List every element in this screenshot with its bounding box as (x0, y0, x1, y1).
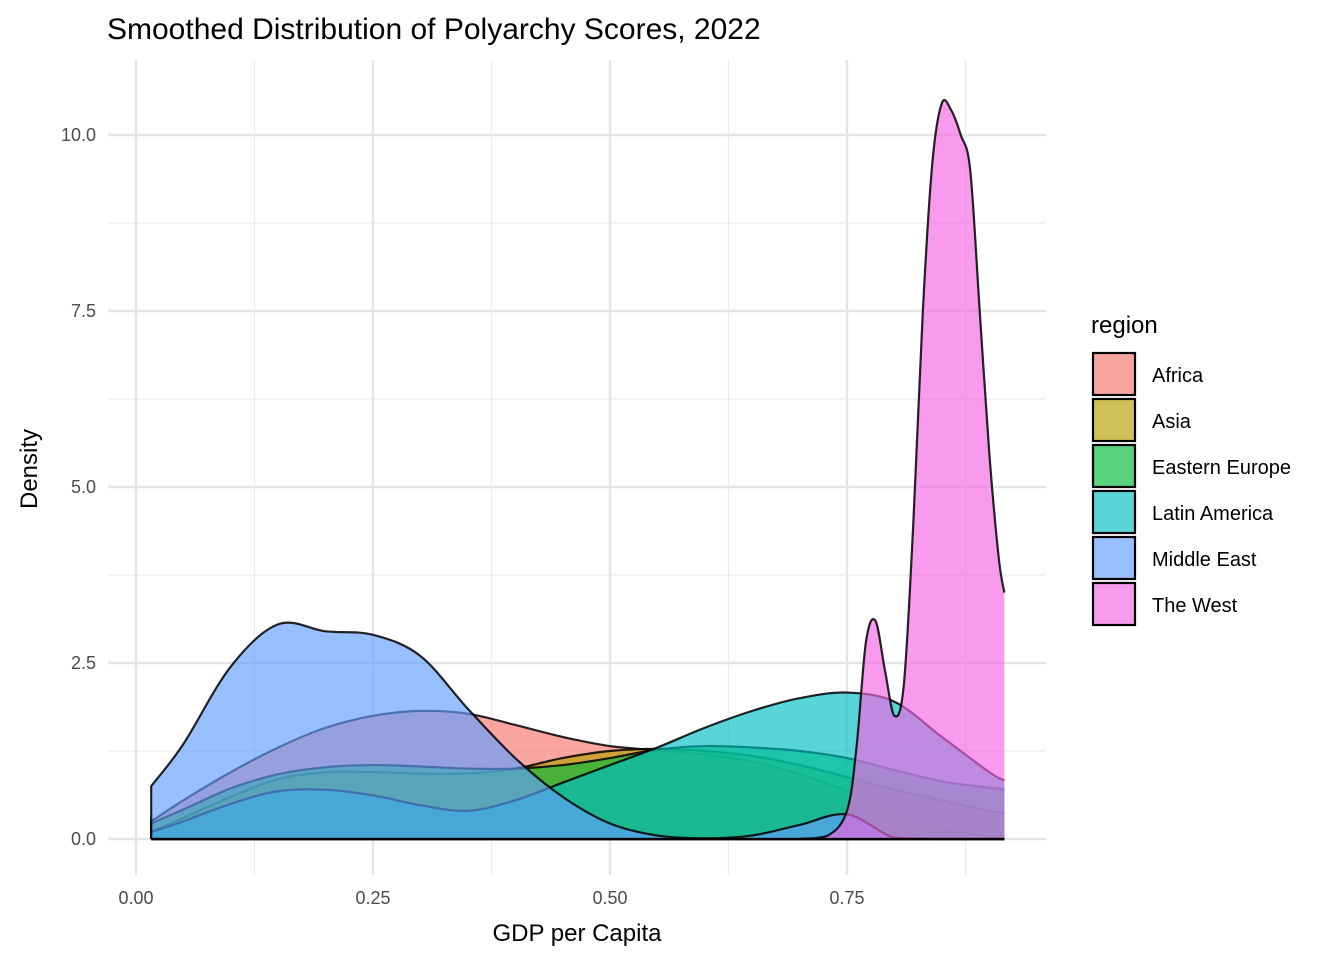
y-tick-label: 2.5 (71, 653, 96, 673)
y-tick-label: 5.0 (71, 477, 96, 497)
legend-swatch-the-west (1091, 581, 1137, 627)
x-tick-label: 0.00 (118, 888, 153, 908)
legend-label-latin-america: Latin America (1152, 503, 1274, 525)
density-areas (150, 98, 1006, 841)
legend-item-eastern-europe: Eastern Europe (1091, 443, 1291, 489)
legend-item-middle-east: Middle East (1091, 535, 1257, 581)
legend-item-latin-america: Latin America (1091, 489, 1274, 535)
y-axis-title: Density (16, 429, 43, 509)
x-axis-ticks: 0.00 0.25 0.50 0.75 (118, 888, 864, 908)
legend-item-africa: Africa (1091, 351, 1204, 397)
y-tick-label: 7.5 (71, 301, 96, 321)
legend-swatch-asia (1091, 397, 1137, 443)
legend-title: region (1091, 312, 1158, 339)
x-tick-label: 0.50 (592, 888, 627, 908)
density-outline-the-west (799, 98, 1006, 841)
legend-items: Africa Asia Eastern Europe Latin America Mid… (1091, 351, 1291, 627)
legend-label-the-west: The West (1152, 595, 1238, 617)
density-area-the-west (799, 99, 1005, 840)
x-tick-label: 0.25 (355, 888, 390, 908)
legend-label-africa: Africa (1152, 365, 1204, 387)
legend-swatch-africa (1091, 351, 1137, 397)
legend-label-eastern-europe: Eastern Europe (1152, 457, 1291, 479)
legend-swatch-eastern-europe (1091, 443, 1137, 489)
legend-swatch-middle-east (1091, 535, 1137, 581)
x-axis-title: GDP per Capita (493, 920, 663, 947)
chart-title: Smoothed Distribution of Polyarchy Score… (107, 13, 761, 46)
y-tick-label: 0.0 (71, 829, 96, 849)
legend-item-asia: Asia (1091, 397, 1192, 443)
legend-label-middle-east: Middle East (1152, 549, 1257, 571)
legend-label-asia: Asia (1152, 411, 1192, 433)
legend: region Africa Asia Eastern Europe Latin Ame… (1091, 312, 1291, 627)
y-tick-label: 10.0 (61, 125, 96, 145)
legend-swatch-latin-america (1091, 489, 1137, 535)
legend-item-the-west: The West (1091, 581, 1238, 627)
density-area-middle-east (151, 622, 1005, 839)
density-the-west (799, 98, 1006, 841)
x-tick-label: 0.75 (829, 888, 864, 908)
y-axis-ticks: 0.0 2.5 5.0 7.5 10.0 (61, 125, 96, 849)
